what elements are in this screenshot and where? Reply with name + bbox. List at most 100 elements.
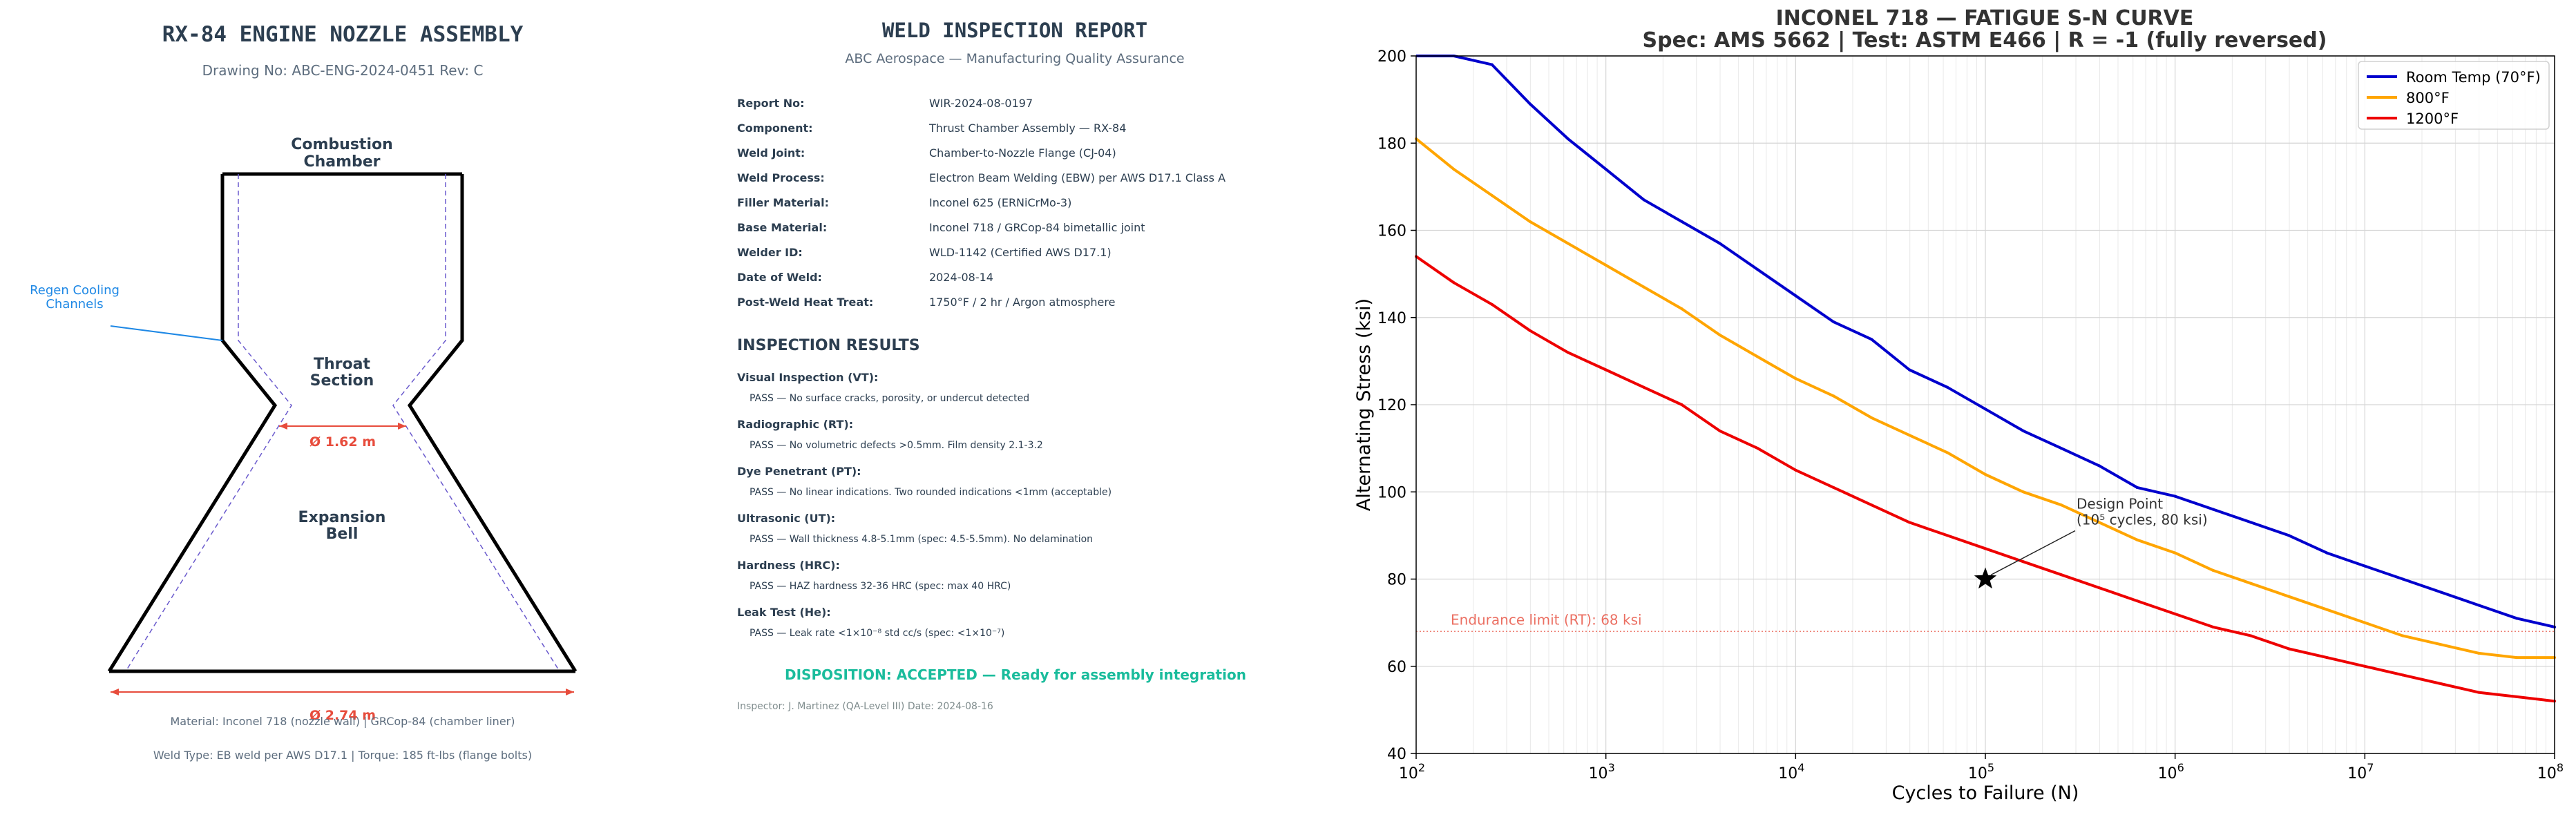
field-value: 2024-08-14: [929, 271, 993, 284]
combustion-label-line2: Chamber: [303, 153, 380, 171]
series-point: [1642, 198, 1645, 202]
series-point: [1946, 534, 1949, 537]
x-tick-exponent: 4: [1797, 761, 1804, 774]
series-point: [1490, 302, 1494, 306]
drawing-number: Drawing No: ABC-ENG-2024-0451 Rev: C: [202, 62, 484, 79]
x-tick-base: 10: [1399, 765, 1418, 782]
series-point: [1566, 242, 1570, 245]
x-tick-label: 104: [1778, 761, 1804, 782]
material-note: Material: Inconel 718 (nozzle wall) | GR…: [171, 715, 515, 728]
y-tick-label: 160: [1377, 223, 1406, 240]
series-point: [1984, 473, 1987, 476]
x-tick-exponent: 6: [2177, 761, 2184, 774]
x-tick-base: 10: [2537, 765, 2557, 782]
field-value: WLD-1142 (Certified AWS D17.1): [929, 246, 1112, 259]
result-detail: PASS — Wall thickness 4.8-5.1mm (spec: 4…: [750, 534, 1094, 545]
result-detail: PASS — Leak rate <1×10⁻⁸ std cc/s (spec:…: [750, 628, 1005, 639]
series-point: [1566, 351, 1570, 354]
x-tick-label: 107: [2347, 761, 2374, 782]
series-point: [1680, 403, 1683, 406]
y-tick-label: 100: [1377, 484, 1406, 501]
chart-title: INCONEL 718 — FATIGUE S-N CURVE: [1776, 6, 2194, 30]
field-value: Electron Beam Welding (EBW) per AWS D17.…: [929, 171, 1226, 184]
series-point: [2363, 664, 2367, 668]
y-axis-ticks: 40 60 80 100 120 140 160 180 200: [1377, 48, 1416, 763]
inner-liner-left: [125, 174, 292, 672]
series-point: [1908, 521, 1911, 524]
series-point: [2287, 534, 2291, 537]
x-tick-label: 102: [1399, 761, 1425, 782]
series-point: [2477, 651, 2481, 655]
field-label: Date of Weld:: [737, 271, 822, 284]
report-subtitle: ABC Aerospace — Manufacturing Quality As…: [845, 51, 1184, 66]
x-tick-label: 103: [1589, 761, 1615, 782]
nozzle-outline-left: [107, 174, 278, 673]
series-point: [2439, 682, 2443, 685]
result-title: Visual Inspection (VT):: [737, 371, 879, 384]
y-tick-label: 180: [1377, 135, 1406, 153]
field-label: Filler Material:: [737, 196, 829, 209]
throat-diameter-label: Ø 1.62 m: [309, 434, 376, 450]
result-title: Dye Penetrant (PT):: [737, 465, 861, 478]
x-tick-label: 106: [2158, 761, 2184, 782]
result-detail: PASS — HAZ hardness 32-36 HRC (spec: max…: [750, 581, 1011, 592]
series-point: [1642, 285, 1645, 289]
series-point: [1528, 102, 1532, 106]
series-point: [2211, 625, 2215, 628]
disposition: DISPOSITION: ACCEPTED — Ready for assemb…: [785, 666, 1246, 683]
x-tick-exponent: 3: [1608, 761, 1615, 774]
result-title: Ultrasonic (UT):: [737, 512, 836, 525]
series-point: [1528, 329, 1532, 332]
series-point: [1452, 281, 1456, 285]
chart-legend: Room Temp (70°F) 800°F 1200°F: [2358, 61, 2550, 130]
x-axis-label: Cycles to Failure (N): [1892, 782, 2079, 804]
result-detail: PASS — No linear indications. Two rounde…: [750, 487, 1112, 498]
series-point: [1794, 294, 1797, 298]
field-value: 1750°F / 2 hr / Argon atmosphere: [929, 296, 1116, 309]
series-point: [2059, 573, 2063, 577]
design-point-leader: [1990, 530, 2076, 576]
y-tick-label: 140: [1377, 310, 1406, 327]
endurance-limit: Endurance limit (RT): 68 ksi: [1416, 611, 2555, 632]
series-point: [2287, 647, 2291, 651]
series-point: [2173, 494, 2177, 498]
series-point: [2249, 521, 2253, 524]
inner-liner-right: [392, 174, 560, 672]
series-point: [2021, 560, 2025, 564]
series-point: [1832, 394, 1835, 398]
series-point: [2135, 599, 2139, 603]
series-point: [2287, 595, 2291, 598]
inspector-line: Inspector: J. Martinez (QA-Level III) Da…: [737, 701, 993, 712]
x-tick-exponent: 2: [1418, 761, 1425, 774]
series-point: [1794, 468, 1797, 472]
y-tick-label: 80: [1387, 572, 1406, 589]
series-point: [1832, 320, 1835, 324]
field-value: Chamber-to-Nozzle Flange (CJ-04): [929, 146, 1116, 160]
series-point: [1756, 268, 1759, 271]
series-point: [1908, 368, 1911, 372]
throat-dimension-arrow-right: [398, 423, 406, 430]
x-tick-base: 10: [1589, 765, 1608, 782]
sn-chart-panel: INCONEL 718 — FATIGUE S-N CURVE Spec: AM…: [1347, 0, 2576, 814]
regen-label-line2: Channels: [46, 297, 103, 311]
series-point: [2515, 617, 2519, 620]
series-point: [2097, 586, 2101, 590]
series-point: [1870, 503, 1873, 507]
series-point: [1756, 447, 1759, 450]
field-label: Base Material:: [737, 221, 828, 234]
legend-box: [2358, 61, 2550, 130]
result-title: Radiographic (RT):: [737, 418, 854, 431]
sn-chart: INCONEL 718 — FATIGUE S-N CURVE Spec: AM…: [1353, 6, 2564, 804]
combustion-label-line1: Combustion: [291, 136, 393, 153]
report-panel: WELD INSPECTION REPORT ABC Aerospace — M…: [684, 0, 1347, 814]
series-point: [1946, 385, 1949, 389]
series-point: [1908, 434, 1911, 437]
series-point: [1490, 194, 1494, 197]
x-tick-exponent: 5: [1987, 761, 1994, 774]
x-tick-base: 10: [1778, 765, 1797, 782]
results-heading: INSPECTION RESULTS: [737, 337, 920, 354]
series-point: [1718, 429, 1721, 432]
report-title: WELD INSPECTION REPORT: [882, 19, 1147, 42]
y-tick-label: 120: [1377, 397, 1406, 414]
series-point: [1604, 168, 1607, 171]
